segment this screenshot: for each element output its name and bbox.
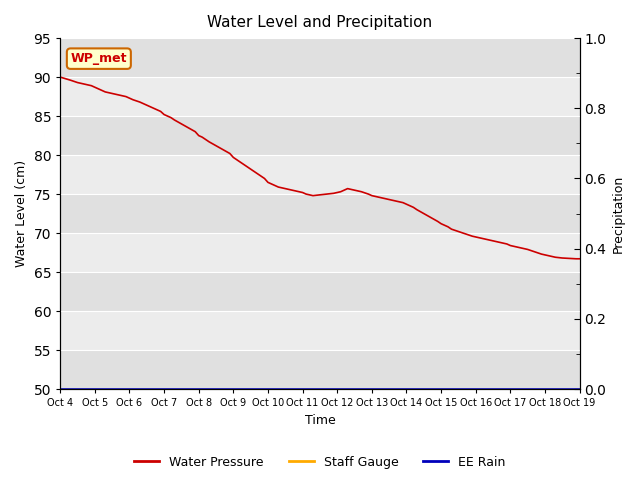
Y-axis label: Water Level (cm): Water Level (cm) [15,160,28,267]
Legend: Water Pressure, Staff Gauge, EE Rain: Water Pressure, Staff Gauge, EE Rain [129,451,511,474]
Bar [60,311,580,350]
Title: Water Level and Precipitation: Water Level and Precipitation [207,15,433,30]
Bar [60,350,580,389]
Bar [60,116,580,155]
Y-axis label: Precipitation: Precipitation [612,174,625,252]
X-axis label: Time: Time [305,414,335,427]
Bar [60,38,580,77]
Bar [60,272,580,311]
Bar [60,233,580,272]
Bar [60,77,580,116]
Text: WP_met: WP_met [70,52,127,65]
Bar [60,155,580,194]
Bar [60,194,580,233]
